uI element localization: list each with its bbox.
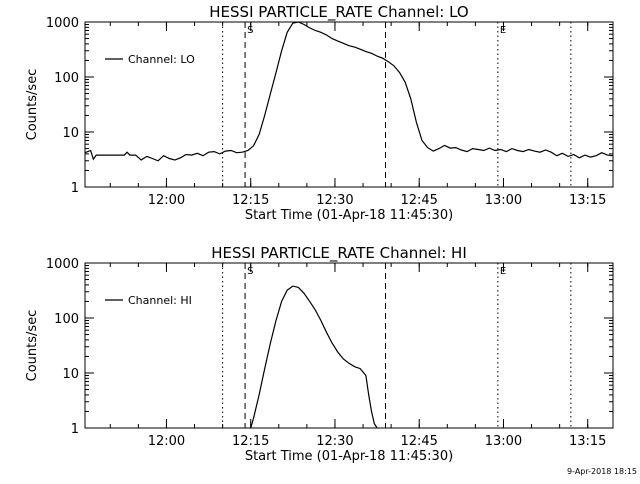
x-tick-label: 12:45 [400,434,437,449]
series-line-1 [250,285,378,429]
plot-frame [84,262,614,429]
footer-timestamp: 9-Apr-2018 18:15 [567,467,637,476]
x-tick-label: 13:15 [569,193,606,208]
x-tick-label: 13:15 [569,434,606,449]
y-tick-label: 10 [62,126,79,141]
series-line-1 [84,21,614,162]
x-tick-label: 12:15 [232,434,269,449]
chart-panel-2: HESSI PARTICLE_RATE Channel: HI 1 10 100 100… [25,244,614,464]
marker-label: E [500,266,506,277]
x-axis-label: Start Time (01-Apr-18 11:45:30) [245,208,453,223]
chart-panel-1: HESSI PARTICLE_RATE Channel: LO 1 10 100 100… [25,3,614,223]
y-tick-label: 1 [71,181,79,196]
x-tick-label: 12:30 [316,193,353,208]
x-axis-label: Start Time (01-Apr-18 11:45:30) [245,449,453,464]
y-tick-label: 10 [62,367,79,382]
y-tick-label: 100 [54,312,79,327]
legend-label: Channel: HI [128,294,192,307]
y-tick-label: 1000 [46,257,79,272]
y-tick-label: 1 [71,422,79,437]
chart-title: HESSI PARTICLE_RATE Channel: HI [211,244,467,263]
legend-label: Channel: LO [128,53,195,66]
plot-frame [84,21,614,188]
y-tick-label: 100 [54,71,79,86]
marker-label: S [247,266,253,277]
x-tick-label: 12:45 [400,193,437,208]
y-axis-label: Counts/sec [25,310,40,382]
x-tick-label: 12:30 [316,434,353,449]
chart-title: HESSI PARTICLE_RATE Channel: LO [209,3,468,22]
x-tick-label: 13:00 [485,434,522,449]
marker-label: E [500,25,506,36]
y-tick-label: 1000 [46,16,79,31]
x-tick-label: 12:00 [148,193,185,208]
y-axis-label: Counts/sec [25,69,40,141]
x-tick-label: 12:00 [148,434,185,449]
x-tick-label: 13:00 [485,193,522,208]
x-tick-label: 12:15 [232,193,269,208]
marker-label: S [247,25,253,36]
